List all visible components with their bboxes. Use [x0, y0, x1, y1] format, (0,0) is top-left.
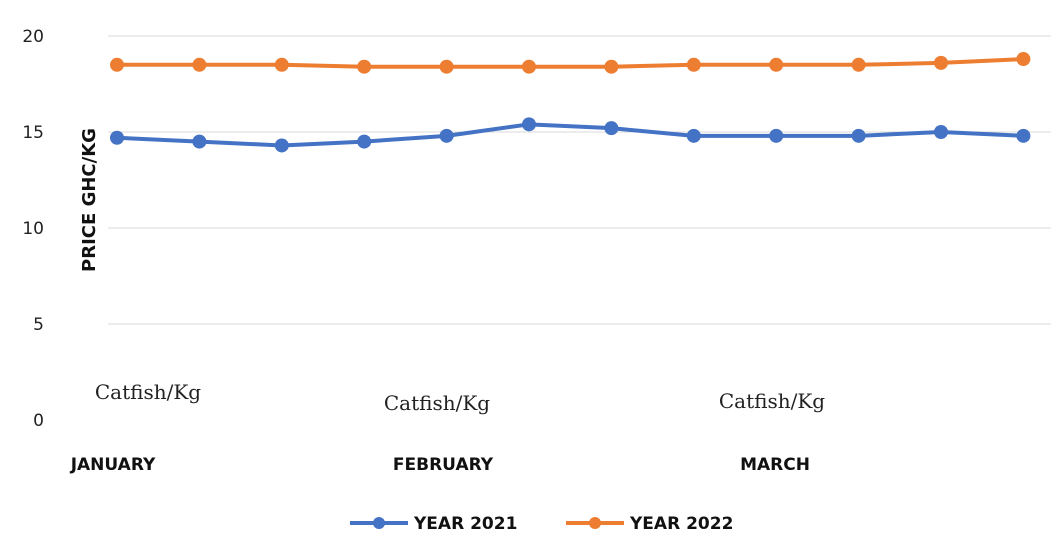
- data-point: [851, 128, 866, 143]
- data-point: [357, 59, 372, 74]
- legend-marker-2022: [589, 517, 601, 529]
- data-point: [110, 57, 124, 72]
- x-category-label: Catfish/Kg: [95, 380, 201, 404]
- series-line: [117, 57, 1024, 69]
- data-point: [851, 57, 866, 72]
- data-point: [192, 57, 207, 72]
- legend-label-2022: YEAR 2022: [629, 514, 733, 533]
- data-point: [192, 134, 207, 149]
- y-axis-ticks: 0 5 10 15 20: [22, 27, 44, 431]
- x-category-label: Catfish/Kg: [719, 389, 825, 413]
- y-tick-label: 0: [33, 411, 44, 431]
- data-point: [110, 130, 124, 145]
- data-point: [686, 128, 701, 143]
- x-group-label: JANUARY: [70, 455, 156, 475]
- data-point: [274, 57, 289, 72]
- y-tick-label: 20: [22, 27, 44, 47]
- data-point: [522, 117, 536, 132]
- y-axis-label: PRICE GHC/KG: [79, 128, 100, 272]
- data-point: [604, 59, 619, 74]
- series-2: [110, 52, 1031, 74]
- x-group-label: MARCH: [740, 455, 810, 475]
- legend-marker-2021: [373, 517, 385, 529]
- data-point: [357, 134, 372, 149]
- data-point: [769, 128, 784, 143]
- data-point: [686, 57, 701, 72]
- series-layer: [110, 52, 1031, 153]
- series-1: [110, 117, 1031, 153]
- y-tick-label: 10: [22, 219, 44, 239]
- legend-label-2021: YEAR 2021: [413, 514, 517, 533]
- legend-item-2021: YEAR 2021: [350, 514, 517, 533]
- x-group-label: FEBRUARY: [393, 455, 494, 475]
- data-point: [1016, 128, 1031, 143]
- y-tick-label: 5: [33, 315, 44, 335]
- y-tick-label: 15: [22, 123, 44, 143]
- series-line: [116, 122, 1024, 148]
- data-point: [934, 125, 948, 139]
- data-point: [439, 59, 454, 74]
- legend-item-2022: YEAR 2022: [566, 514, 733, 533]
- gridlines: [108, 35, 1051, 325]
- x-category-label: Catfish/Kg: [384, 391, 490, 415]
- data-point: [1016, 52, 1031, 67]
- data-point: [769, 57, 784, 72]
- data-point: [439, 128, 454, 143]
- legend: YEAR 2021 YEAR 2022: [350, 514, 733, 533]
- data-point: [522, 59, 536, 74]
- data-point: [274, 138, 289, 153]
- data-point: [604, 121, 619, 136]
- data-point: [934, 55, 948, 70]
